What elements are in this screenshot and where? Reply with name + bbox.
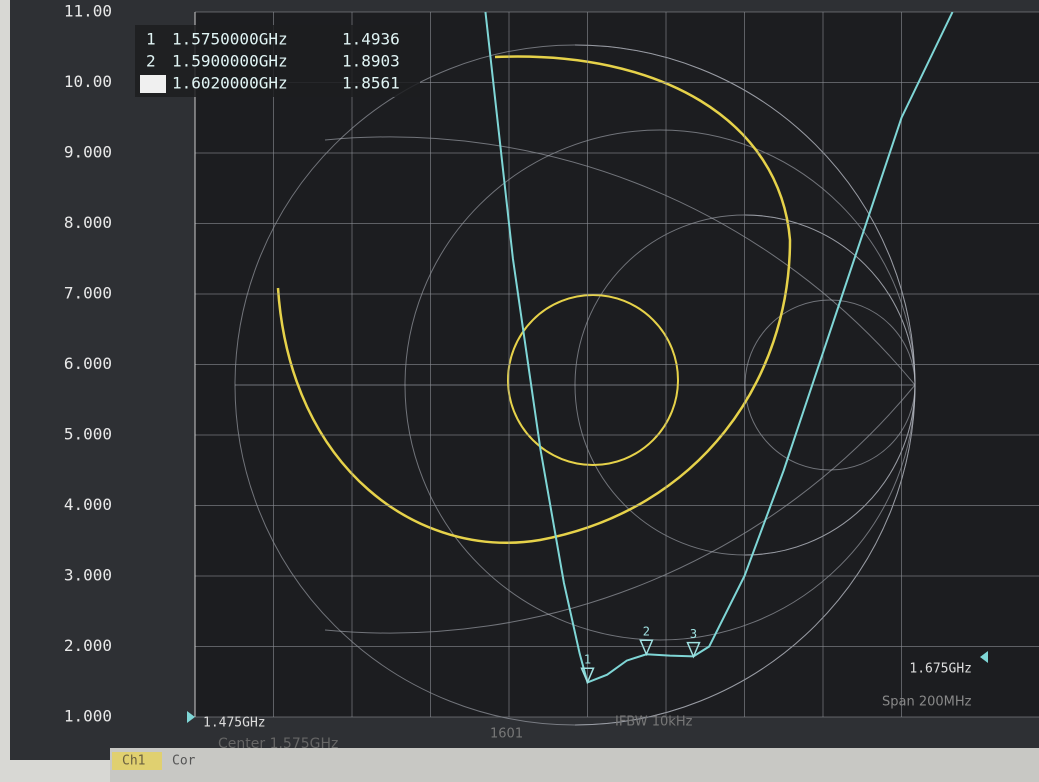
y-tick-label: 6.000 — [64, 354, 112, 373]
readout-value: 1.4936 — [342, 30, 400, 49]
readout-freq: 1.5750000GHz — [172, 30, 288, 49]
y-tick-label: 1.000 — [64, 707, 112, 726]
points: 1601 — [490, 727, 523, 742]
readout-id: 1 — [146, 30, 156, 49]
channel-box — [112, 752, 162, 770]
marker — [580, 667, 595, 685]
marker-readout: 1 1.5750000GHz 1.4936 2 1.5900000GHz 1.8903 1.… — [140, 30, 400, 93]
marker — [639, 639, 654, 657]
readout-freq: 1.5900000GHz — [172, 52, 288, 71]
y-tick-label: 9.000 — [64, 143, 112, 162]
readout-value: 1.8903 — [342, 52, 400, 71]
readout-value: 1.8561 — [342, 74, 400, 93]
y-tick-label: 5.000 — [64, 425, 112, 444]
marker-id: 1 — [584, 653, 591, 667]
smith-trace — [276, 55, 792, 544]
active-marker-box — [140, 75, 166, 93]
y-tick-label: 4.000 — [64, 495, 112, 514]
x-tick-mark — [980, 651, 988, 663]
marker — [686, 641, 701, 659]
status-bar — [110, 748, 1039, 782]
x-tick-label: 1.475GHz — [203, 716, 266, 731]
span: Span 200MHz — [882, 695, 972, 710]
y-tick-label: 8.000 — [64, 213, 112, 232]
marker-readout-bg — [135, 25, 420, 97]
vswr-chart: 1.000 2.000 3.000 4.000 5.000 6.000 7.000 8.000… — [64, 2, 1039, 731]
y-tick-label: 2.000 — [64, 636, 112, 655]
correction: Cor — [172, 754, 196, 769]
smith-x-arcs — [324, 44, 916, 726]
y-tick-label: 11.00 — [64, 2, 112, 21]
ifbw: IFBW 10kHz — [615, 715, 693, 730]
y-tick-label: 10.00 — [64, 72, 112, 91]
smith-trace-loop — [507, 294, 679, 466]
marker-id: 3 — [690, 627, 697, 641]
readout-freq: 1.6020000GHz — [172, 74, 288, 93]
x-tick-mark — [187, 711, 195, 723]
channel: Ch1 — [122, 754, 145, 769]
y-tick-label: 7.000 — [64, 284, 112, 303]
y-tick-label: 3.000 — [64, 566, 112, 585]
x-tick-label: 1.675GHz — [909, 662, 972, 677]
marker-id: 2 — [643, 625, 650, 639]
readout-id: 2 — [146, 52, 156, 71]
center: Center 1.575GHz — [218, 736, 338, 752]
